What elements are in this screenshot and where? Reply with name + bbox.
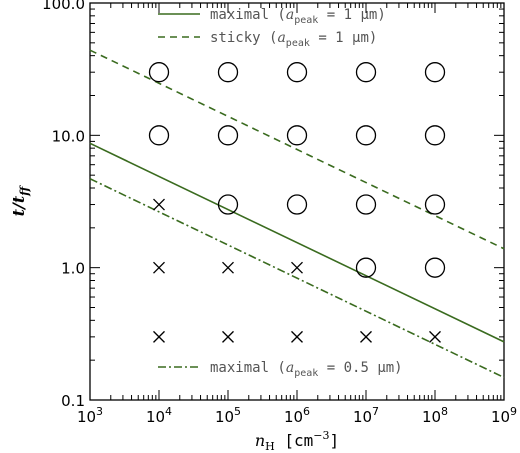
legend-a-symbol: a [286,7,294,23]
x-label-unit-exponent: −3 [313,429,329,442]
x-tick-label: 109 [491,405,517,426]
legend-prefix: maximal ( [210,360,286,376]
x-tick-exponent: 6 [303,405,310,418]
legend-subscript: peak [294,15,318,26]
x-tick-mantissa: 10 [284,408,303,426]
cross-marker [222,330,234,343]
x-tick-mantissa: 10 [491,408,510,426]
x-label-unit-close: ] [330,431,340,450]
y-tick-label: 0.1 [61,392,85,410]
y-tick-label: 10.0 [52,127,85,145]
x-axis-label: nH [cm−3] [255,429,339,453]
maximal-1um-line [89,142,505,343]
y-axis-label: t/tff [9,185,31,217]
circle-marker [217,194,239,215]
x-tick-exponent: 7 [372,405,379,418]
x-tick-mantissa: 10 [146,408,165,426]
legend-a-symbol: a [277,30,285,46]
y-tick-label: 1.0 [61,260,85,278]
circle-marker [355,257,377,278]
legend-subscript: peak [294,368,318,379]
x-label-unit: [cm [275,431,314,450]
legend-suffix: = 1 μm) [310,30,377,46]
cross-marker [153,330,165,343]
x-tick-label: 104 [146,405,172,426]
axis-ticks [89,3,504,401]
circle-marker [286,194,308,215]
circle-marker [424,194,446,215]
maximal-0p5um-line [89,178,505,379]
x-tick-exponent: 8 [441,405,448,418]
x-tick-exponent: 4 [165,405,172,418]
circle-marker [424,125,446,146]
cross-marker [153,261,165,274]
circle-marker [286,125,308,146]
y-label-ratio: t/t [9,195,28,216]
x-tick-label: 105 [215,405,241,426]
x-tick-mantissa: 10 [353,408,372,426]
x-tick-exponent: 3 [96,405,103,418]
legend-label: sticky (apeak = 1 μm) [210,30,377,49]
cross-marker [153,198,165,211]
model-lines [89,49,505,379]
circle-marker [355,125,377,146]
legend-label: maximal (apeak = 0.5 μm) [210,360,403,379]
legend-prefix: maximal ( [210,7,286,23]
legend-suffix: = 0.5 μm) [318,360,402,376]
circle-marker [286,62,308,83]
x-tick-exponent: 9 [510,405,517,418]
x-tick-label: 106 [284,405,310,426]
legend-maximal-0p5um: maximal (apeak = 0.5 μm) [158,360,403,379]
y-tick-label: 100.0 [42,0,85,13]
x-tick-label: 108 [422,405,448,426]
cross-marker [222,261,234,274]
x-label-subscript: H [265,440,275,453]
legend-a-symbol: a [286,360,294,376]
x-tick-label: 107 [353,405,379,426]
x-tick-exponent: 5 [234,405,241,418]
sticky-1um-line [89,49,505,250]
circle-marker [424,62,446,83]
x-label-symbol: n [255,431,265,450]
cross-marker [429,330,441,343]
legend-prefix: sticky ( [210,30,277,46]
legend-subscript: peak [286,38,310,49]
cross-marker [360,330,372,343]
y-label-subscript: ff [18,185,31,197]
x-tick-mantissa: 10 [77,408,96,426]
axis-labels: nH [cm−3] t/tff [9,185,339,453]
cross-marker [291,261,303,274]
circle-marker [217,62,239,83]
legend-sticky-1um: sticky (apeak = 1 μm) [158,30,377,49]
legend-suffix: = 1 μm) [318,7,385,23]
data-markers [148,62,446,343]
circle-marker [355,194,377,215]
legend: maximal (apeak = 1 μm)sticky (apeak = 1 … [158,7,403,379]
legend-maximal-1um: maximal (apeak = 1 μm) [158,7,386,26]
x-tick-mantissa: 10 [422,408,441,426]
circle-marker [148,62,170,83]
cross-marker [291,330,303,343]
circle-marker [355,62,377,83]
x-tick-label: 103 [77,405,103,426]
x-tick-mantissa: 10 [215,408,234,426]
circle-marker [424,257,446,278]
circle-marker [217,125,239,146]
circle-marker [148,125,170,146]
legend-label: maximal (apeak = 1 μm) [210,7,386,26]
